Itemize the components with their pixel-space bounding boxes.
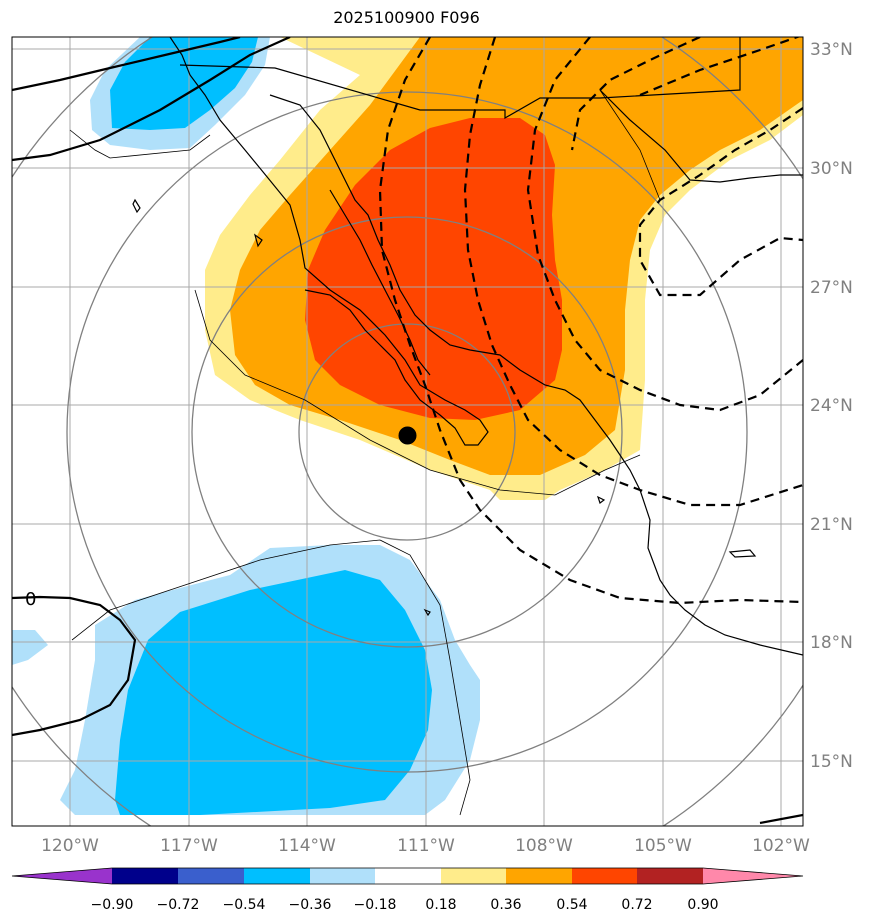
colorbar-bin [637,868,703,884]
lat-label: 33°N [810,40,853,60]
dashed-contours [378,37,803,605]
lon-label: 111°W [397,836,455,856]
anomaly-fill-neg-018-west [12,630,48,665]
colorbar-bin [178,868,244,884]
colorbar-extend-low [12,868,112,884]
colorbar-tick-label: 0.54 [556,897,587,913]
map-area: 0 [12,37,803,826]
colorbar-tick-label: 0.36 [490,897,521,913]
colorbar-bin [441,868,506,884]
colorbar-tick-label: −0.54 [223,897,266,913]
colorbar-tick-label: 0.72 [621,897,652,913]
colorbar-tick-label: −0.90 [91,897,134,913]
lon-label: 108°W [515,836,573,856]
colorbar-tick-label: −0.72 [157,897,200,913]
colorbar: −0.90 −0.72 −0.54 −0.36 −0.18 0.18 0.36 … [11,867,804,913]
lat-label: 21°N [810,515,853,535]
colorbar-bin [375,868,441,884]
coastlines [69,37,803,816]
lat-label: 15°N [810,752,853,772]
colorbar-bin [112,868,178,884]
colorbar-ticks: −0.90 −0.72 −0.54 −0.36 −0.18 0.18 0.36 … [91,897,719,913]
colorbar-tick-label: 0.18 [425,897,456,913]
lon-axis-labels: 120°W 117°W 114°W 111°W 108°W 105°W 102°… [41,836,810,856]
lon-label: 105°W [634,836,692,856]
lon-label: 117°W [160,836,218,856]
lat-label: 30°N [810,159,853,179]
solid-contours [12,37,803,825]
storm-center-marker [398,426,417,445]
colorbar-tick-label: −0.18 [354,897,397,913]
colorbar-bin [310,868,375,884]
graticule [12,37,803,826]
lat-axis-labels: 33°N 30°N 27°N 24°N 21°N 18°N 15°N [810,40,853,772]
range-rings [12,37,803,826]
colorbar-bin [572,868,637,884]
lat-label: 24°N [810,396,853,416]
lat-label: 18°N [810,633,853,653]
colorbar-extend-high [703,868,803,884]
map-title: 2025100900 F096 [333,8,480,27]
map-frame [11,36,804,827]
lon-label: 102°W [752,836,810,856]
lat-label: 27°N [810,278,853,298]
anomaly-fill-pos-054 [305,118,562,420]
colorbar-bin [506,868,572,884]
lon-label: 120°W [41,836,99,856]
contour-label: 0 [25,589,36,610]
colorbar-bin [244,868,310,884]
colorbar-tick-label: −0.36 [289,897,332,913]
anomaly-fill-neg-036-south [115,570,432,815]
colorbar-tick-label: 0.90 [687,897,718,913]
lon-label: 114°W [278,836,336,856]
